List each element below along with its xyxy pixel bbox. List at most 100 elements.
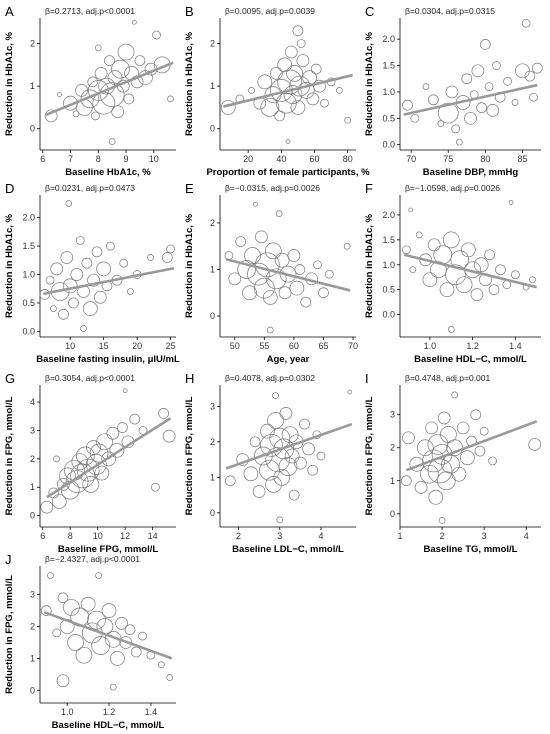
data-point <box>456 138 463 146</box>
y-tick-label: 2 <box>210 437 215 447</box>
panel-i: 1 2 3 4 0 1 2 3 I β=0.4748, adj.p=0.001 Baseline T… <box>364 371 542 555</box>
panel-label: F <box>365 181 373 196</box>
data-point <box>65 200 73 207</box>
data-point <box>248 87 255 94</box>
y-tick-label: 0.5 <box>22 298 35 308</box>
y-axis-label: Reduction in HbA1c, % <box>364 213 375 318</box>
data-point <box>111 59 130 79</box>
data-point <box>265 268 287 290</box>
y-tick-label: 2.0 <box>382 34 395 44</box>
stat-annotation: β=0.4078, adj.p=0.0302 <box>225 373 315 383</box>
x-tick-label: 80 <box>343 154 353 164</box>
y-tick-label: 2 <box>210 218 215 228</box>
data-point <box>224 475 236 487</box>
data-point <box>486 104 500 117</box>
data-point <box>402 245 411 255</box>
y-tick-label: 1.5 <box>382 235 395 245</box>
panel-e: 50 55 60 65 70 0 1 2 E β=−0.0315, adj.p=0.0026 Age… <box>184 181 358 365</box>
y-tick-label: 3 <box>210 401 215 411</box>
data-point <box>94 67 108 80</box>
data-point <box>422 83 430 90</box>
data-point <box>294 456 307 470</box>
y-tick-label: 1.0 <box>382 87 395 97</box>
panel-label: J <box>5 552 12 567</box>
data-point <box>228 272 242 286</box>
data-point <box>508 200 514 205</box>
data-point <box>260 434 283 457</box>
x-axis-label: Age, year <box>267 354 310 365</box>
y-tick-label: 0 <box>210 508 215 518</box>
data-point <box>138 631 147 641</box>
data-point <box>451 124 461 134</box>
panel-f: 1.0 1.2 1.4 0.0 0.5 1.0 1.5 2.0 F β=−1.0598, adj.… <box>364 181 541 365</box>
data-point <box>470 409 482 421</box>
x-tick-label: 14 <box>148 531 158 541</box>
data-point <box>40 605 52 616</box>
data-point <box>451 391 459 399</box>
data-point <box>123 93 135 105</box>
data-point <box>471 64 485 78</box>
data-point <box>336 87 343 94</box>
data-point <box>294 264 306 275</box>
x-axis-label: Baseline fasting insulin, μIU/mL <box>36 354 180 365</box>
x-axis-label: Baseline TG, mmol/L <box>424 544 518 555</box>
y-tick-label: 0 <box>30 685 35 695</box>
data-point <box>249 436 261 448</box>
x-tick-label: 3 <box>277 531 282 541</box>
x-tick-label: 8 <box>96 154 101 164</box>
x-tick-label: 75 <box>443 154 453 164</box>
x-tick-label: 2 <box>440 531 445 541</box>
data-point <box>474 445 486 457</box>
data-point <box>283 85 303 104</box>
y-tick-label: 2 <box>30 39 35 49</box>
y-axis-label: Reduction in HbA1c, % <box>364 31 375 136</box>
data-point <box>132 19 137 25</box>
y-tick-label: 1 <box>210 264 215 274</box>
regression-line <box>403 253 538 289</box>
data-point <box>439 282 455 298</box>
y-tick-label: 0.0 <box>382 310 395 320</box>
stat-annotation: β=−1.0598, adj.p=0.0026 <box>405 183 500 193</box>
data-point <box>409 266 417 274</box>
y-tick-label: 0 <box>30 511 35 521</box>
y-tick-label: 2 <box>210 39 215 49</box>
data-point <box>244 247 261 264</box>
data-point <box>104 55 115 66</box>
data-point <box>473 257 489 273</box>
data-point <box>124 624 136 636</box>
regression-line <box>43 610 173 660</box>
data-point <box>75 84 88 97</box>
data-point <box>484 82 494 91</box>
panel-label: E <box>185 181 194 196</box>
y-tick-label: 0 <box>210 311 215 321</box>
data-point <box>408 207 414 213</box>
y-tick-label: 3 <box>30 425 35 435</box>
data-point <box>117 43 135 61</box>
data-point <box>275 92 297 114</box>
y-axis-label: Reduction in FPG, mmol/L <box>184 396 195 515</box>
stat-annotation: β=0.0304, adj.p=0.0315 <box>405 6 495 16</box>
data-point <box>70 463 95 489</box>
data-point <box>109 683 117 691</box>
x-tick-label: 2 <box>236 531 241 541</box>
data-point <box>85 454 107 475</box>
data-point <box>51 494 67 509</box>
data-point <box>253 201 258 207</box>
data-point <box>40 500 54 514</box>
data-point <box>284 448 300 464</box>
data-point <box>53 455 60 463</box>
data-point <box>459 450 475 466</box>
data-point <box>416 439 434 457</box>
data-point <box>402 99 413 111</box>
data-point <box>63 599 80 616</box>
data-point <box>270 67 283 80</box>
x-tick-label: 3 <box>482 531 487 541</box>
data-point <box>119 636 133 649</box>
y-tick-label: 1 <box>210 81 215 91</box>
panel-label: D <box>5 181 14 196</box>
data-point <box>70 268 84 281</box>
data-point <box>455 276 473 294</box>
data-point <box>108 138 116 145</box>
data-point <box>57 92 62 97</box>
